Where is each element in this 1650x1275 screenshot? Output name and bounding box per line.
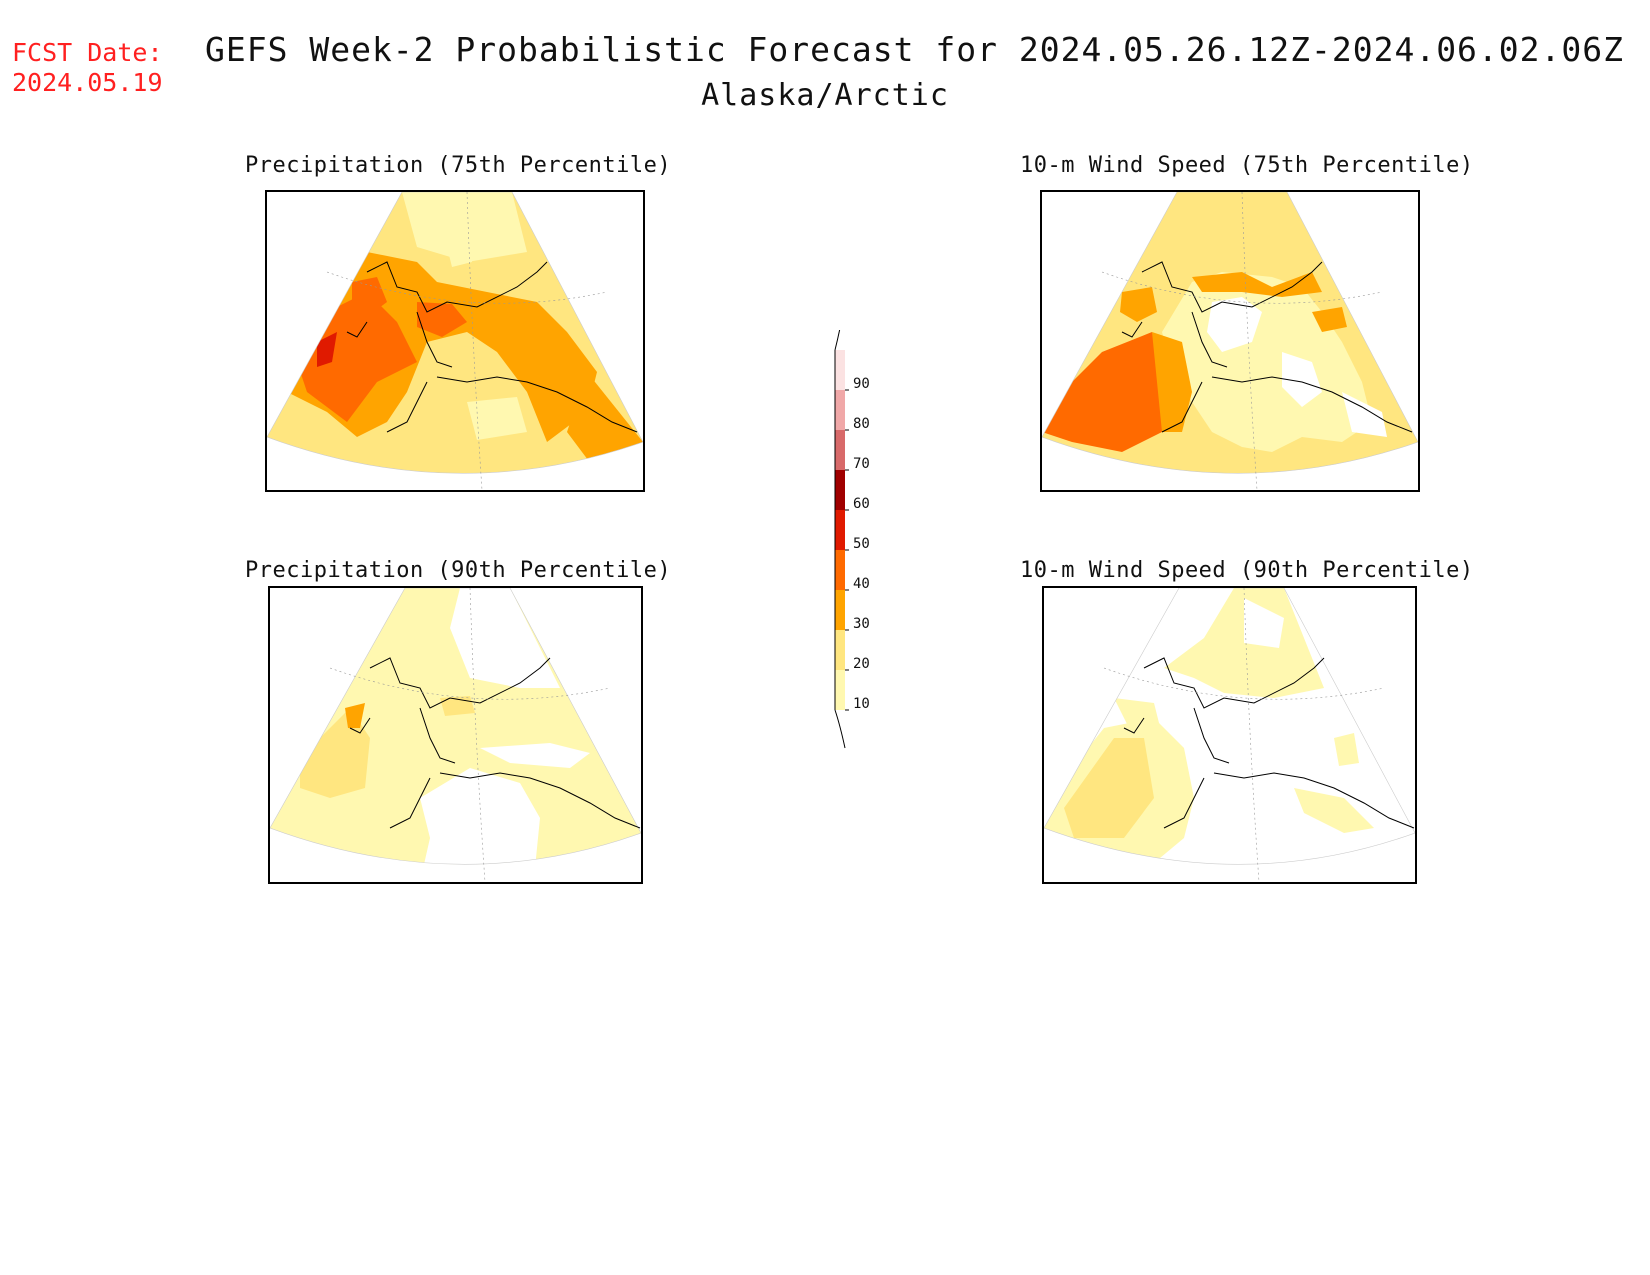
colorbar-label-40: 40 (853, 576, 870, 592)
panel-title-precip-90: Precipitation (90th Percentile) (245, 558, 672, 583)
colorbar-label-70: 70 (853, 456, 870, 472)
colorbar-swatch-20 (835, 630, 845, 670)
figure-subtitle: Alaska/Arctic (701, 78, 949, 113)
forecast-date-label: FCST Date: 2024.05.19 (12, 38, 163, 98)
panel-title-precip-75: Precipitation (75th Percentile) (245, 153, 672, 178)
colorbar-label-30: 30 (853, 616, 870, 632)
map-wind-90 (1042, 586, 1417, 884)
panel-title-wind-90: 10-m Wind Speed (90th Percentile) (1020, 558, 1474, 583)
colorbar-swatch-90 (835, 350, 845, 390)
colorbar-swatch-70 (835, 430, 845, 470)
map-precip-90-graphic (270, 588, 641, 882)
colorbar-graphic: 10 20 30 40 50 60 70 80 90 (834, 311, 870, 749)
colorbar-label-20: 20 (853, 656, 870, 672)
colorbar-label-10: 10 (853, 696, 870, 712)
fcst-date: 2024.05.19 (12, 68, 163, 97)
map-wind-90-graphic (1044, 588, 1415, 882)
colorbar-label-90: 90 (853, 376, 870, 392)
colorbar-swatch-40 (835, 550, 845, 590)
colorbar-label-60: 60 (853, 496, 870, 512)
map-wind-75 (1040, 190, 1420, 492)
colorbar-label-50: 50 (853, 536, 870, 552)
colorbar-swatch-80 (835, 390, 845, 430)
colorbar-top-extension (834, 311, 844, 351)
colorbar-label-80: 80 (853, 416, 870, 432)
map-precip-75-graphic (267, 192, 643, 490)
colorbar-swatch-50 (835, 510, 845, 550)
map-wind-75-graphic (1042, 192, 1418, 490)
panel-title-wind-75: 10-m Wind Speed (75th Percentile) (1020, 153, 1474, 178)
figure-title: GEFS Week-2 Probabilistic Forecast for 2… (205, 30, 1625, 69)
colorbar-bottom-extension (834, 709, 846, 749)
colorbar-swatch-30 (835, 590, 845, 630)
fcst-label: FCST Date: (12, 38, 163, 67)
map-precip-75 (265, 190, 645, 492)
colorbar-swatch-60 (835, 470, 845, 510)
colorbar-swatch-10 (835, 670, 845, 710)
map-precip-90 (268, 586, 643, 884)
colorbar: 10 20 30 40 50 60 70 80 90 (820, 311, 900, 750)
